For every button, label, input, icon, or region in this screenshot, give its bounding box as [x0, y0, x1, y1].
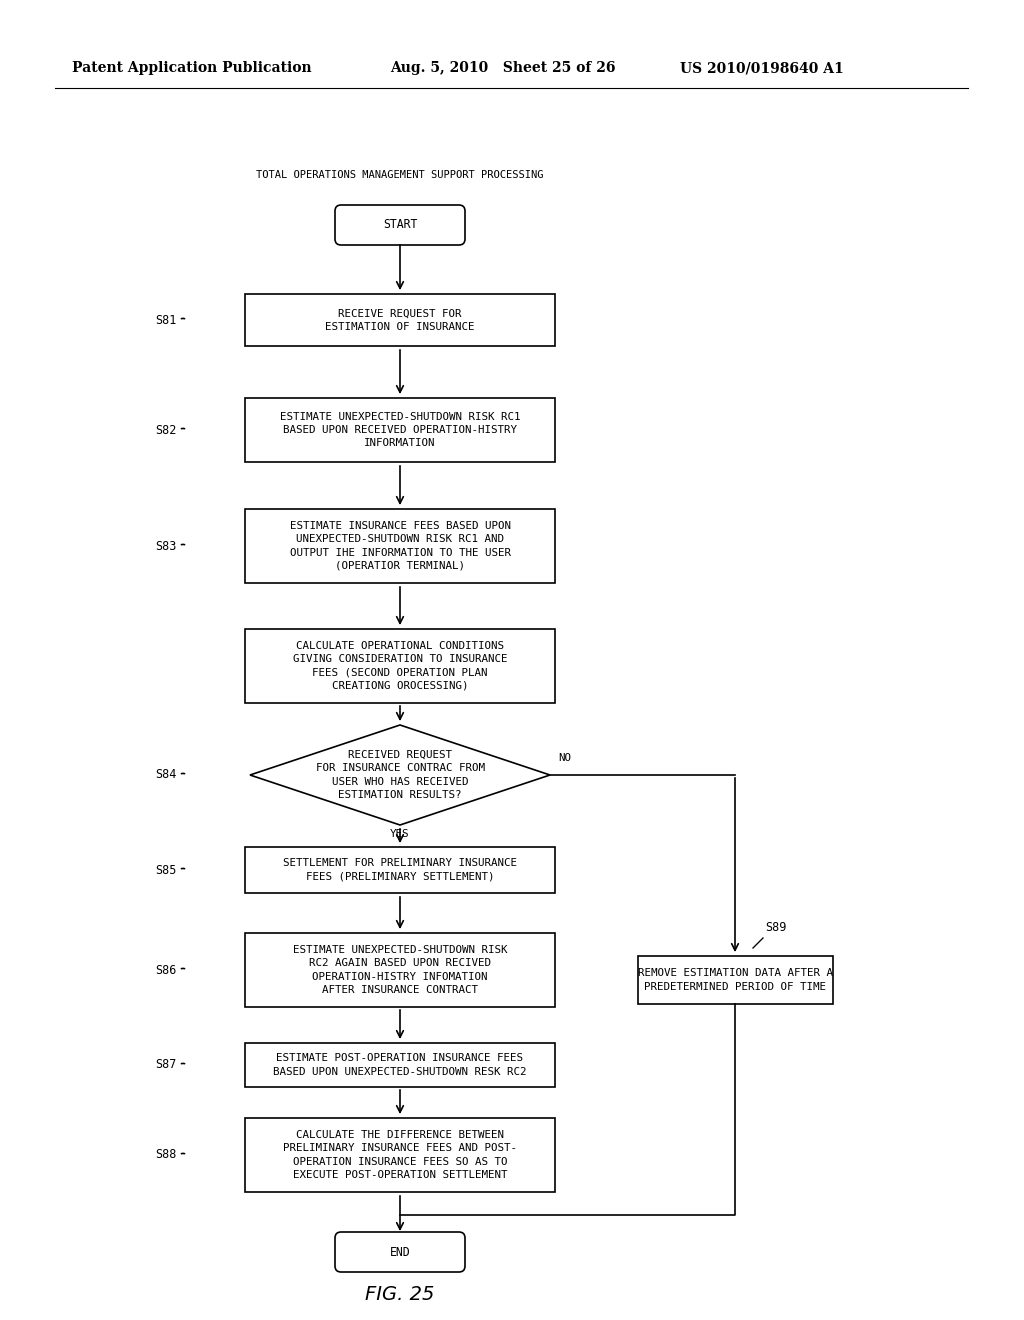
Text: ESTIMATE UNEXPECTED-SHUTDOWN RISK
RC2 AGAIN BASED UPON RECIVED
OPERATION-HISTRY : ESTIMATE UNEXPECTED-SHUTDOWN RISK RC2 AG…	[293, 945, 507, 995]
Text: US 2010/0198640 A1: US 2010/0198640 A1	[680, 61, 844, 75]
Text: S85: S85	[156, 863, 177, 876]
Bar	[245, 399, 555, 462]
Bar	[245, 510, 555, 583]
Text: S81: S81	[156, 314, 177, 326]
Text: S84: S84	[156, 768, 177, 781]
Text: RECEIVE REQUEST FOR
ESTIMATION OF INSURANCE: RECEIVE REQUEST FOR ESTIMATION OF INSURA…	[326, 309, 475, 331]
Text: START: START	[383, 219, 417, 231]
Text: REMOVE ESTIMATION DATA AFTER A
PREDETERMINED PERIOD OF TIME: REMOVE ESTIMATION DATA AFTER A PREDETERM…	[638, 969, 833, 991]
Text: ESTIMATE INSURANCE FEES BASED UPON
UNEXPECTED-SHUTDOWN RISK RC1 AND
OUTPUT IHE I: ESTIMATE INSURANCE FEES BASED UPON UNEXP…	[290, 521, 511, 570]
Polygon shape	[250, 725, 550, 825]
Bar	[245, 847, 555, 894]
Text: NO: NO	[558, 752, 571, 763]
Text: RECEIVED REQUEST
FOR INSURANCE CONTRAC FROM
USER WHO HAS RECEIVED
ESTIMATION RES: RECEIVED REQUEST FOR INSURANCE CONTRAC F…	[315, 750, 484, 800]
Text: S82: S82	[156, 424, 177, 437]
Text: END: END	[390, 1246, 411, 1258]
Text: ESTIMATE UNEXPECTED-SHUTDOWN RISK RC1
BASED UPON RECEIVED OPERATION-HISTRY
INFOR: ESTIMATE UNEXPECTED-SHUTDOWN RISK RC1 BA…	[280, 412, 520, 449]
Text: CALCULATE THE DIFFERENCE BETWEEN
PRELIMINARY INSURANCE FEES AND POST-
OPERATION : CALCULATE THE DIFFERENCE BETWEEN PRELIMI…	[283, 1130, 517, 1180]
Text: S83: S83	[156, 540, 177, 553]
Text: S89: S89	[765, 921, 786, 935]
FancyBboxPatch shape	[335, 205, 465, 246]
Text: TOTAL OPERATIONS MANAGEMENT SUPPORT PROCESSING: TOTAL OPERATIONS MANAGEMENT SUPPORT PROC…	[256, 170, 544, 180]
Text: S88: S88	[156, 1148, 177, 1162]
Bar	[245, 630, 555, 704]
Text: S86: S86	[156, 964, 177, 977]
Text: SETTLEMENT FOR PRELIMINARY INSURANCE
FEES (PRELIMINARY SETTLEMENT): SETTLEMENT FOR PRELIMINARY INSURANCE FEE…	[283, 858, 517, 882]
Bar	[245, 933, 555, 1007]
Text: YES: YES	[390, 829, 410, 840]
Text: FIG. 25: FIG. 25	[366, 1286, 434, 1304]
Bar	[245, 294, 555, 346]
Bar	[638, 956, 833, 1005]
Bar	[245, 1118, 555, 1192]
Text: Aug. 5, 2010   Sheet 25 of 26: Aug. 5, 2010 Sheet 25 of 26	[390, 61, 615, 75]
Text: ESTIMATE POST-OPERATION INSURANCE FEES
BASED UPON UNEXPECTED-SHUTDOWN RESK RC2: ESTIMATE POST-OPERATION INSURANCE FEES B…	[273, 1053, 526, 1077]
Text: S87: S87	[156, 1059, 177, 1072]
Bar	[245, 1043, 555, 1086]
FancyBboxPatch shape	[335, 1232, 465, 1272]
Text: Patent Application Publication: Patent Application Publication	[72, 61, 311, 75]
Text: CALCULATE OPERATIONAL CONDITIONS
GIVING CONSIDERATION TO INSURANCE
FEES (SECOND : CALCULATE OPERATIONAL CONDITIONS GIVING …	[293, 642, 507, 690]
